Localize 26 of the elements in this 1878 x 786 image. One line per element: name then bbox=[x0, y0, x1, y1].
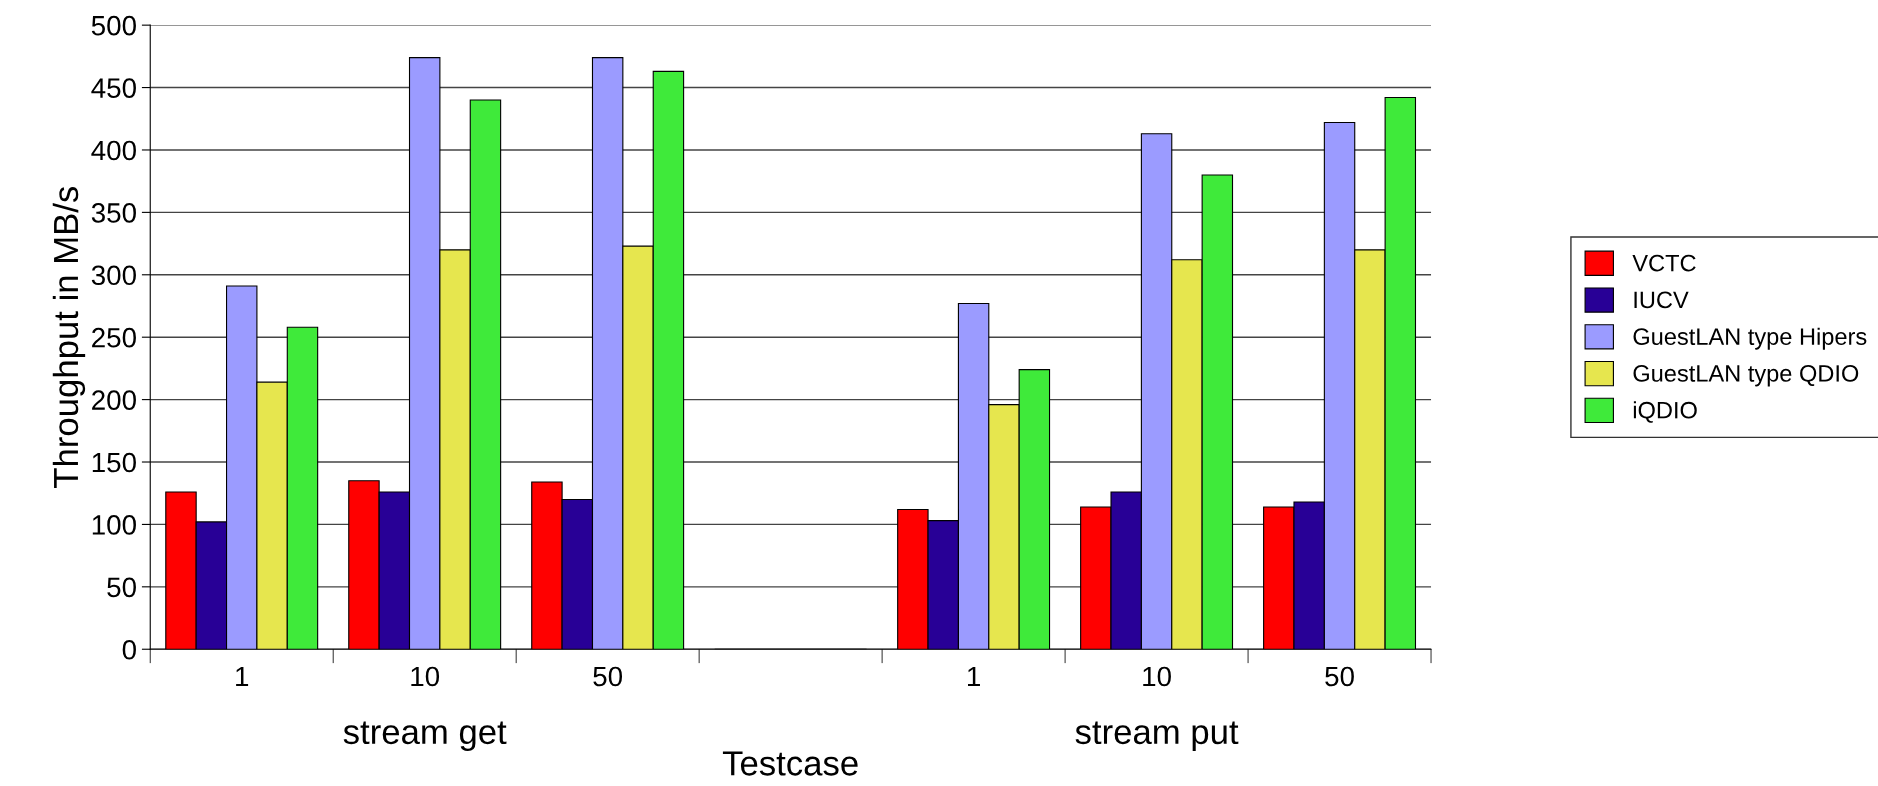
x-tick-label: 50 bbox=[593, 666, 623, 687]
y-tick-label: 150 bbox=[92, 452, 136, 473]
y-tick-label: 100 bbox=[92, 515, 136, 535]
y-tick-label: 300 bbox=[91, 265, 136, 286]
y-tick-label: 500 bbox=[91, 15, 136, 36]
legend-label: VCTC bbox=[1632, 254, 1696, 272]
x-tick-label: 1 bbox=[968, 666, 980, 687]
legend-label: IUCV bbox=[1634, 291, 1689, 309]
text: stream get bbox=[343, 721, 507, 752]
y-tick-label: 450 bbox=[91, 78, 136, 98]
y-tick-label: 350 bbox=[91, 203, 136, 223]
x-tick-label: 10 bbox=[411, 666, 440, 687]
x-axis-title: Testcase bbox=[722, 751, 858, 776]
legend-label: iQDIO bbox=[1633, 401, 1697, 423]
y-tick-label: 400 bbox=[91, 140, 136, 161]
y-axis-title: Throughput in MB/s bbox=[52, 186, 86, 488]
legend-label: GuestLAN type QDIO bbox=[1633, 365, 1859, 387]
y-tick-label: 250 bbox=[92, 327, 136, 348]
y-tick-label: 200 bbox=[92, 390, 136, 410]
x-tick-label: 1 bbox=[236, 666, 249, 687]
legend-label: GuestLAN type Hipers bbox=[1633, 327, 1867, 350]
text: stream put bbox=[1075, 721, 1239, 752]
y-tick-label: 0 bbox=[122, 639, 136, 660]
y-tick-label: 50 bbox=[107, 577, 136, 598]
x-tick-label: 10 bbox=[1143, 666, 1171, 687]
x-tick-label: 50 bbox=[1325, 666, 1354, 687]
